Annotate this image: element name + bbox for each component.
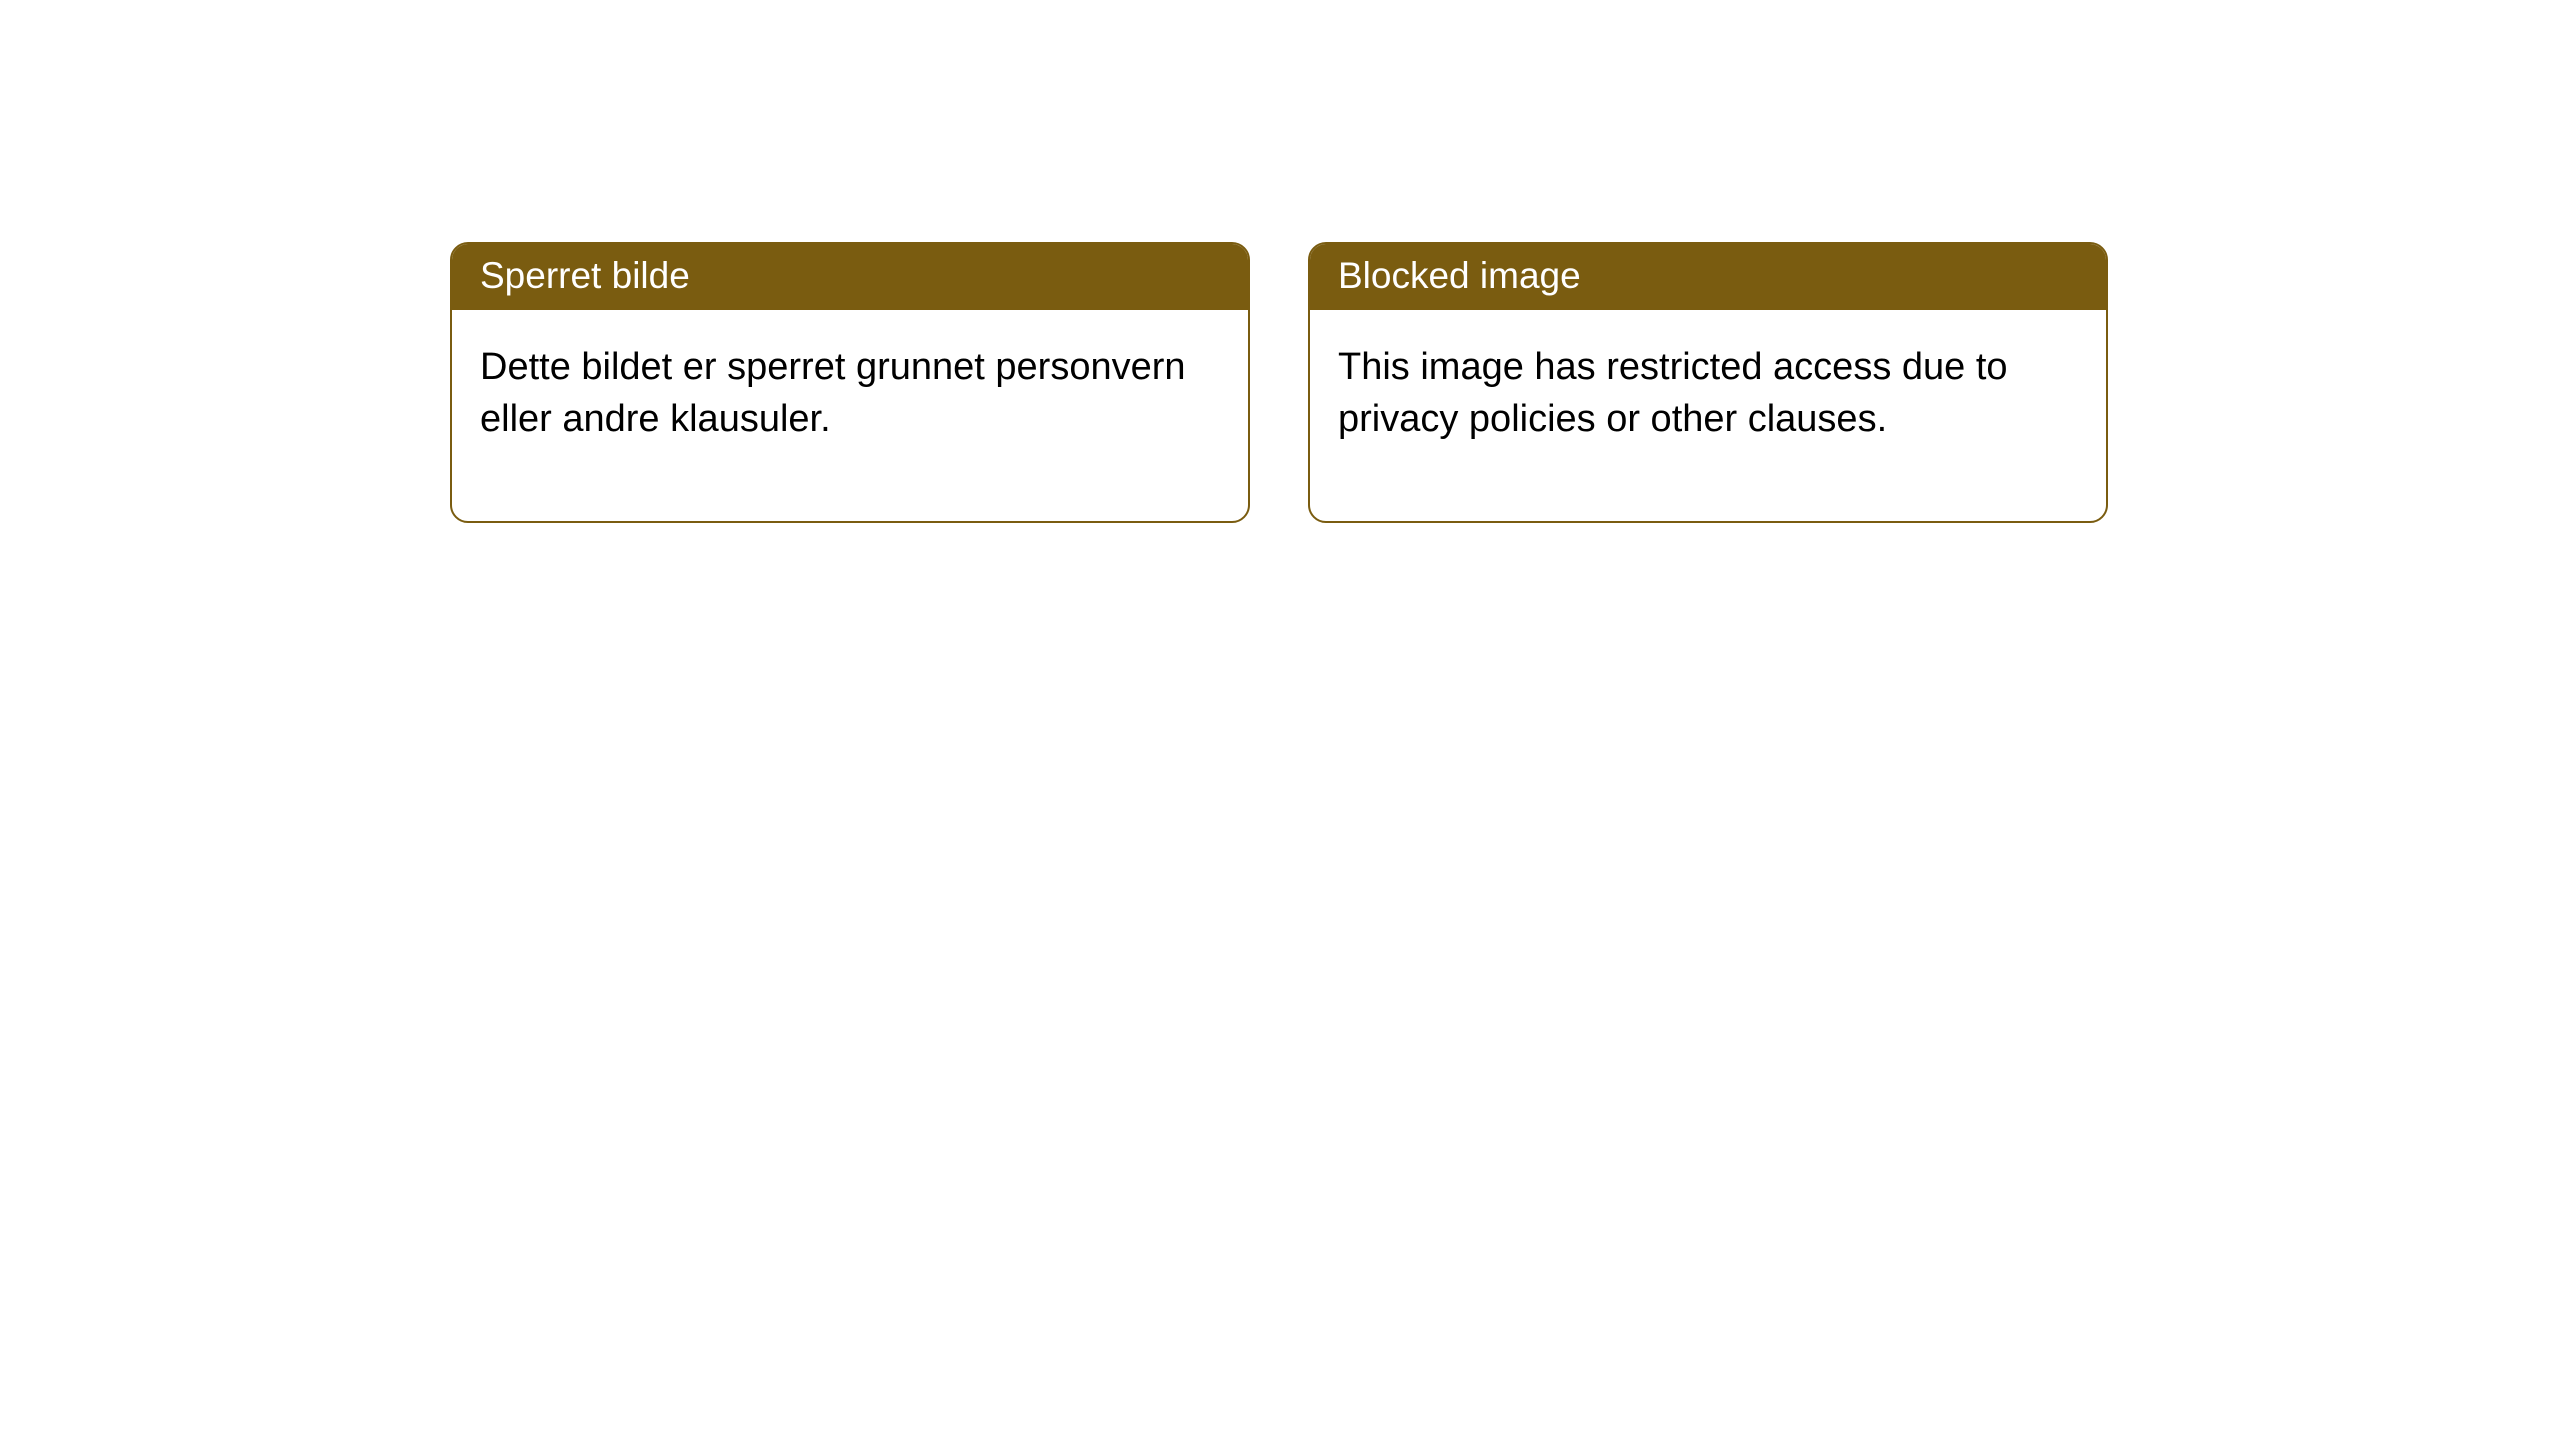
blocked-image-card-no: Sperret bilde Dette bildet er sperret gr… xyxy=(450,242,1250,523)
card-body-no: Dette bildet er sperret grunnet personve… xyxy=(452,310,1248,521)
card-header-no: Sperret bilde xyxy=(452,244,1248,310)
blocked-image-card-en: Blocked image This image has restricted … xyxy=(1308,242,2108,523)
card-header-en: Blocked image xyxy=(1310,244,2106,310)
notice-container: Sperret bilde Dette bildet er sperret gr… xyxy=(0,0,2560,523)
card-body-en: This image has restricted access due to … xyxy=(1310,310,2106,521)
